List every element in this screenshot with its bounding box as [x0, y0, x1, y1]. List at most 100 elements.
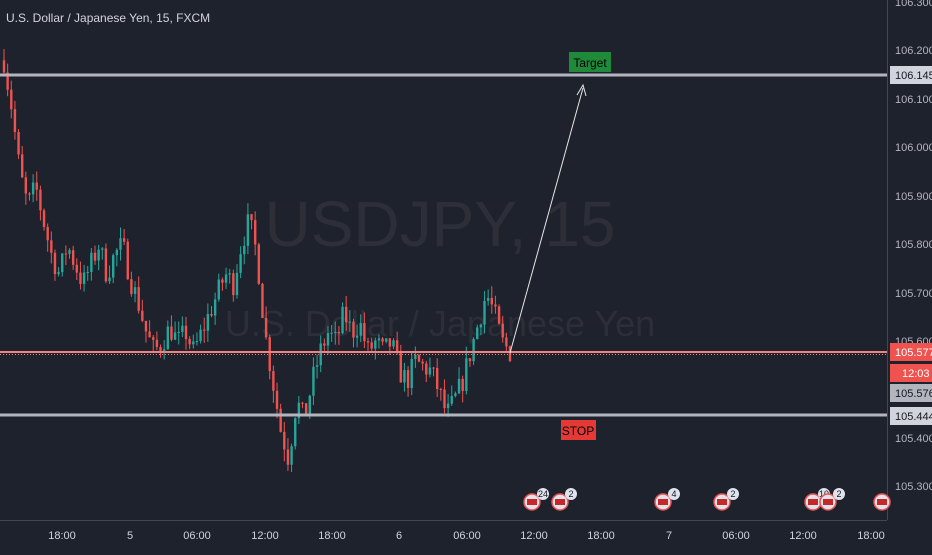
- candle-body: [250, 214, 253, 221]
- candle-body: [177, 331, 180, 333]
- candle-body: [468, 358, 472, 362]
- target-price-value: 106.145: [895, 70, 932, 82]
- candle-body: [210, 314, 213, 316]
- candle-body: [137, 287, 140, 311]
- candle-body: [465, 358, 468, 391]
- flag-stripe: [527, 499, 537, 505]
- candle-body: [417, 355, 421, 362]
- flag-stripe: [658, 499, 668, 505]
- candle-body: [261, 283, 264, 318]
- candle-body: [235, 272, 239, 296]
- candle-body: [315, 365, 319, 367]
- candle-body: [483, 300, 486, 325]
- event-count-badge: [833, 488, 845, 500]
- event-count-badge: [668, 488, 680, 500]
- candle-body: [363, 323, 366, 342]
- stop-label-box[interactable]: [561, 420, 596, 440]
- candle-body: [232, 273, 235, 296]
- candle-body: [199, 329, 202, 342]
- candle-body: [108, 277, 111, 282]
- time-tick: 18:00: [318, 530, 346, 542]
- candle-body: [377, 338, 381, 341]
- candle-body: [126, 241, 129, 280]
- current-price-value: 105.577: [895, 347, 932, 359]
- candle-body: [326, 333, 330, 346]
- flag-stripe: [717, 499, 727, 505]
- candle-body: [243, 245, 246, 255]
- watermark-symbol: USDJPY, 15: [265, 188, 616, 260]
- candle-body: [253, 220, 257, 245]
- candle-body: [505, 337, 508, 347]
- time-tick: 06:00: [722, 530, 750, 542]
- candle-body: [283, 431, 286, 450]
- time-tick: 6: [396, 530, 402, 542]
- target-label-box[interactable]: [569, 52, 611, 72]
- candle-body: [479, 324, 483, 328]
- candle-body: [112, 255, 115, 278]
- candle-body: [268, 337, 271, 372]
- candle-body: [90, 252, 93, 273]
- candle-body: [159, 347, 162, 351]
- candle-body: [323, 343, 326, 346]
- candle-body: [286, 449, 290, 465]
- price-tick: 106.200: [895, 45, 932, 57]
- candle-body: [28, 193, 31, 195]
- candle-body: [239, 254, 242, 273]
- candle-body: [264, 317, 268, 338]
- candle-body: [366, 341, 370, 343]
- candle-body: [46, 226, 49, 241]
- candle-body: [17, 131, 20, 155]
- symbol-title[interactable]: U.S. Dollar / Japanese Yen, 15, FXCM: [6, 11, 210, 25]
- candle-body: [385, 338, 388, 342]
- candle-body: [82, 272, 86, 284]
- candle-body: [31, 182, 35, 195]
- candle-body: [439, 389, 443, 391]
- candle-body: [155, 339, 159, 348]
- countdown-tag: [890, 364, 932, 382]
- candle-body: [184, 325, 188, 340]
- candle-body: [57, 272, 60, 275]
- stop-label: STOP: [562, 424, 594, 438]
- candle-body: [195, 341, 199, 343]
- candle-body: [39, 189, 42, 211]
- candle-body: [35, 182, 38, 190]
- price-tick: 105.300: [895, 481, 932, 493]
- stop-price-value: 105.444: [895, 411, 932, 423]
- candle-body: [42, 210, 46, 227]
- candle-body: [217, 279, 220, 300]
- candle-body: [173, 332, 177, 340]
- projection-arrow[interactable]: [509, 87, 584, 354]
- candle-body: [152, 337, 155, 340]
- time-tick: 18:00: [48, 530, 76, 542]
- candle-body: [312, 366, 315, 396]
- target-label: Target: [573, 56, 607, 70]
- candle-body: [133, 287, 137, 294]
- economic-events-row[interactable]: 24 2 4 2 10 2: [523, 488, 891, 511]
- candle-body: [359, 323, 362, 336]
- candle-body: [119, 238, 122, 250]
- time-tick: 12:00: [251, 530, 279, 542]
- candle-body: [130, 279, 133, 294]
- time-axis[interactable]: 18:00 5 06:00 12:00 18:00 6 06:00 12:00 …: [0, 520, 932, 550]
- candle-body: [115, 249, 119, 256]
- price-axis[interactable]: 106.300 106.200 106.100 106.000 105.900 …: [887, 0, 932, 520]
- candle-body: [181, 325, 184, 332]
- candle-body: [435, 367, 439, 390]
- candle-body: [122, 238, 126, 242]
- candle-body: [224, 274, 228, 283]
- candle-body: [395, 340, 399, 353]
- candle-body: [2, 60, 6, 73]
- candle-body: [403, 370, 406, 383]
- candle-body: [53, 252, 57, 275]
- candle-body: [279, 408, 282, 432]
- candle-body: [166, 326, 170, 350]
- current-price-tag: [890, 343, 932, 361]
- projection-arrow-head: [576, 83, 587, 97]
- candle-body: [257, 244, 261, 284]
- candle-body: [406, 370, 410, 389]
- candle-body: [170, 326, 173, 340]
- event-count: 2: [730, 489, 735, 499]
